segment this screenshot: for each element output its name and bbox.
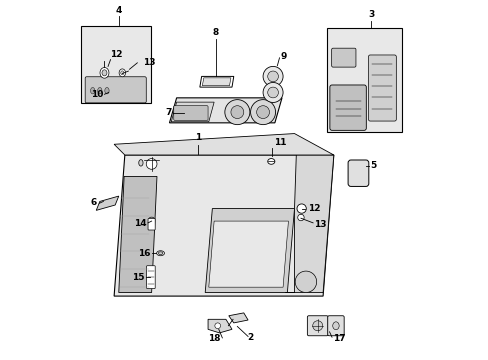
Ellipse shape bbox=[119, 69, 125, 77]
Ellipse shape bbox=[121, 71, 123, 75]
Text: 14: 14 bbox=[133, 219, 146, 228]
FancyBboxPatch shape bbox=[81, 26, 150, 103]
FancyBboxPatch shape bbox=[326, 28, 401, 132]
Polygon shape bbox=[169, 98, 282, 123]
Text: 8: 8 bbox=[212, 28, 219, 37]
Polygon shape bbox=[119, 176, 157, 293]
FancyBboxPatch shape bbox=[146, 266, 155, 289]
FancyBboxPatch shape bbox=[173, 106, 207, 120]
Text: 16: 16 bbox=[138, 249, 151, 258]
Polygon shape bbox=[228, 313, 247, 323]
FancyBboxPatch shape bbox=[85, 77, 146, 103]
Ellipse shape bbox=[158, 252, 163, 255]
FancyBboxPatch shape bbox=[327, 316, 344, 336]
Text: 13: 13 bbox=[313, 220, 326, 229]
FancyBboxPatch shape bbox=[329, 85, 366, 130]
Text: 17: 17 bbox=[332, 334, 345, 343]
Ellipse shape bbox=[139, 159, 143, 166]
Circle shape bbox=[312, 321, 322, 331]
Ellipse shape bbox=[148, 217, 154, 221]
Circle shape bbox=[263, 82, 283, 103]
Polygon shape bbox=[202, 78, 230, 86]
Text: 9: 9 bbox=[281, 52, 287, 61]
Circle shape bbox=[263, 66, 283, 86]
Polygon shape bbox=[114, 155, 333, 296]
Polygon shape bbox=[171, 102, 214, 122]
Text: 15: 15 bbox=[132, 273, 144, 282]
Polygon shape bbox=[208, 221, 288, 287]
Circle shape bbox=[296, 204, 305, 213]
FancyBboxPatch shape bbox=[347, 160, 368, 186]
Text: 5: 5 bbox=[369, 161, 376, 170]
Circle shape bbox=[267, 87, 278, 98]
Ellipse shape bbox=[104, 87, 109, 94]
Text: 18: 18 bbox=[207, 334, 220, 343]
Text: 12: 12 bbox=[109, 50, 122, 59]
Polygon shape bbox=[114, 134, 333, 155]
FancyBboxPatch shape bbox=[307, 316, 327, 336]
FancyBboxPatch shape bbox=[331, 48, 355, 67]
Polygon shape bbox=[200, 76, 233, 87]
Text: 11: 11 bbox=[273, 138, 285, 147]
Text: 2: 2 bbox=[247, 333, 253, 342]
Ellipse shape bbox=[267, 158, 274, 164]
Circle shape bbox=[250, 100, 275, 125]
Text: 4: 4 bbox=[115, 6, 122, 15]
Text: 7: 7 bbox=[164, 108, 171, 117]
Polygon shape bbox=[207, 319, 231, 333]
Circle shape bbox=[295, 271, 316, 293]
Ellipse shape bbox=[332, 322, 339, 330]
Text: 12: 12 bbox=[307, 204, 320, 213]
Polygon shape bbox=[285, 155, 333, 293]
Circle shape bbox=[214, 323, 220, 329]
Text: 3: 3 bbox=[367, 10, 374, 19]
Circle shape bbox=[256, 106, 269, 118]
Ellipse shape bbox=[156, 251, 164, 256]
Ellipse shape bbox=[102, 70, 107, 76]
Circle shape bbox=[146, 158, 157, 169]
Ellipse shape bbox=[90, 87, 95, 94]
Circle shape bbox=[230, 106, 244, 118]
Text: 1: 1 bbox=[195, 134, 201, 143]
Text: 10: 10 bbox=[90, 90, 103, 99]
FancyBboxPatch shape bbox=[367, 55, 395, 121]
Polygon shape bbox=[205, 208, 294, 293]
FancyBboxPatch shape bbox=[148, 219, 155, 230]
Polygon shape bbox=[96, 196, 119, 210]
Circle shape bbox=[297, 214, 304, 221]
Text: 6: 6 bbox=[90, 198, 96, 207]
Ellipse shape bbox=[100, 67, 109, 78]
Text: 13: 13 bbox=[142, 58, 155, 67]
Ellipse shape bbox=[98, 87, 102, 94]
Circle shape bbox=[267, 71, 278, 82]
Circle shape bbox=[224, 100, 249, 125]
